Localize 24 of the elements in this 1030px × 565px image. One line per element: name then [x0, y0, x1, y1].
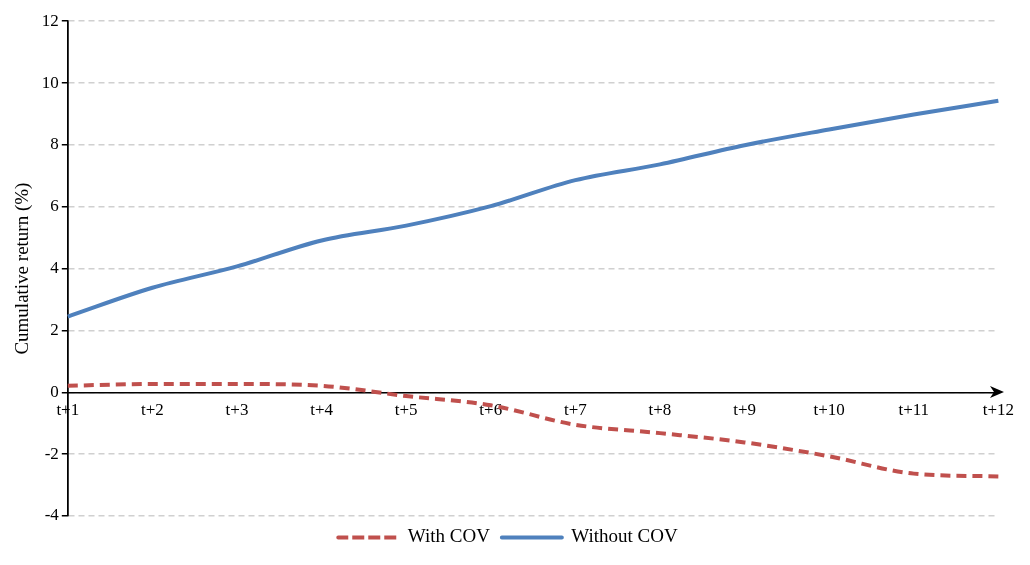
x-tick-label: t+2: [140, 399, 164, 419]
y-tick-label: -4: [44, 505, 60, 525]
x-tick-label: t+9: [733, 399, 756, 419]
y-tick-label: 8: [50, 134, 59, 154]
x-tick-label: t+6: [479, 399, 503, 419]
y-axis-title: Cumulative return (%): [11, 182, 34, 355]
y-tick-label: 0: [50, 381, 59, 401]
y-tick-label: 2: [50, 319, 59, 339]
line-series: [65, 98, 1001, 319]
y-tick-label: 4: [50, 258, 60, 278]
y-tick-label: -2: [44, 443, 59, 463]
x-tick-label: t+5: [394, 399, 418, 419]
x-tick-label: t+4: [310, 399, 334, 419]
y-tick-label: 10: [41, 72, 59, 92]
x-tick-label: t+7: [563, 399, 588, 419]
y-tick-label: 12: [41, 10, 59, 30]
y-tick-label: 6: [50, 196, 59, 216]
x-tick-label: t+8: [648, 399, 672, 419]
x-tick-label: t+12: [982, 399, 1014, 419]
legend-label: Without COV: [571, 525, 679, 547]
legend-label: With COV: [407, 525, 491, 547]
x-tick-label: t+10: [813, 399, 845, 419]
x-tick-label: t+11: [898, 399, 930, 419]
x-tick-label: t+3: [225, 399, 249, 419]
